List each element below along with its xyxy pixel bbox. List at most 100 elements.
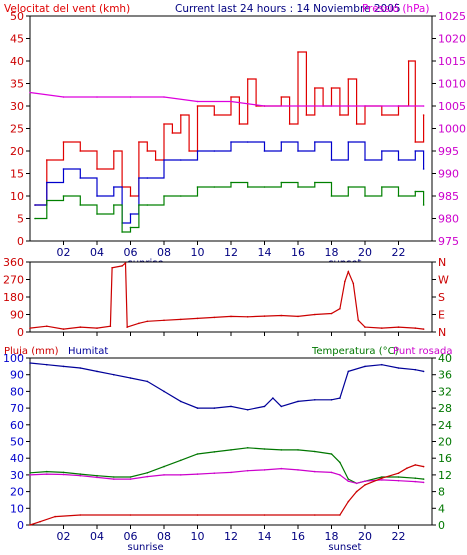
data-point-speed bbox=[96, 168, 98, 170]
data-point-dewpoint bbox=[330, 471, 333, 474]
x-tick-label: 20 bbox=[358, 246, 372, 259]
dewpoint-label: Punt rosada bbox=[393, 346, 452, 357]
data-point-humidity bbox=[230, 405, 232, 408]
data-point-speed bbox=[188, 150, 190, 152]
data-point-humidity bbox=[146, 380, 149, 383]
data-point-low bbox=[280, 181, 283, 184]
data-point-speed bbox=[339, 114, 341, 116]
data-point-dewpoint bbox=[339, 474, 341, 476]
y-tick-label-left: 100 bbox=[3, 352, 24, 365]
data-point-direction bbox=[196, 317, 199, 320]
data-point-rain bbox=[406, 467, 408, 470]
x-tick-label: 04 bbox=[90, 530, 104, 543]
data-point-speed bbox=[154, 159, 157, 161]
data-point-pressure bbox=[364, 105, 366, 107]
x-tick-label: 06 bbox=[124, 246, 138, 259]
data-point-speed bbox=[113, 150, 115, 152]
data-point-speed bbox=[288, 123, 291, 125]
data-point-gust_avg bbox=[397, 159, 400, 161]
data-point-temperature bbox=[230, 449, 232, 451]
data-point-rain bbox=[263, 514, 266, 516]
data-point-speed bbox=[180, 114, 182, 116]
data-point-dewpoint bbox=[230, 471, 232, 474]
data-point-direction bbox=[357, 319, 360, 322]
y-tick-label-left: 80 bbox=[10, 385, 24, 398]
data-point-speed bbox=[355, 123, 358, 125]
data-point-gust_avg bbox=[213, 150, 216, 152]
data-point-dewpoint bbox=[96, 476, 98, 479]
y-tick-label-left: 20 bbox=[10, 145, 24, 158]
data-point-direction bbox=[79, 326, 82, 328]
x-tick-label: 10 bbox=[191, 530, 205, 543]
y-tick-label-right: S bbox=[438, 291, 445, 304]
data-point-temperature bbox=[280, 449, 283, 451]
y-tick-label-left: 40 bbox=[10, 452, 24, 465]
y-tick-label-right: N bbox=[438, 326, 446, 339]
data-point-humidity bbox=[314, 399, 316, 401]
y-tick-label-right: 40 bbox=[438, 352, 452, 365]
data-point-rain bbox=[422, 465, 425, 468]
data-point-low bbox=[129, 226, 132, 229]
data-point-direction bbox=[29, 327, 31, 329]
y-tick-label-right: 20 bbox=[438, 436, 452, 449]
data-point-low bbox=[96, 213, 98, 215]
data-point-speed bbox=[381, 114, 383, 116]
y-tick-label-right: 980 bbox=[438, 213, 459, 226]
data-point-temperature bbox=[347, 478, 350, 480]
data-point-dewpoint bbox=[29, 474, 31, 476]
data-point-speed bbox=[280, 96, 283, 98]
y-tick-label-left: 270 bbox=[3, 274, 24, 287]
plot-frame bbox=[29, 15, 433, 242]
x-tick-label: 06 bbox=[124, 530, 138, 543]
y-tick-label-right: 985 bbox=[438, 190, 459, 203]
data-point-gust_avg bbox=[347, 141, 350, 143]
data-point-rain bbox=[196, 514, 199, 516]
data-point-direction bbox=[62, 328, 65, 330]
data-point-humidity bbox=[113, 373, 115, 376]
data-point-gust_avg bbox=[381, 150, 383, 152]
y-tick-label-right: 8 bbox=[438, 486, 445, 499]
y-tick-label-left: 25 bbox=[10, 123, 24, 136]
data-point-low bbox=[414, 190, 417, 193]
y-tick-label-right: 1000 bbox=[438, 123, 466, 136]
y-tick-label-right: 1010 bbox=[438, 78, 466, 91]
data-point-gust_avg bbox=[180, 159, 182, 161]
data-point-low bbox=[397, 195, 400, 197]
y-tick-label-right: 36 bbox=[438, 369, 452, 382]
data-point-dewpoint bbox=[246, 469, 249, 472]
data-point-speed bbox=[79, 150, 82, 152]
y-tick-label-left: 0 bbox=[17, 519, 24, 532]
data-point-speed bbox=[407, 60, 410, 62]
data-point-speed bbox=[330, 87, 333, 89]
data-point-direction bbox=[109, 325, 112, 328]
data-point-gust_avg bbox=[34, 204, 36, 206]
data-point-dewpoint bbox=[280, 467, 283, 470]
data-point-direction bbox=[339, 307, 341, 310]
data-point-pressure bbox=[163, 96, 165, 98]
data-point-temperature bbox=[297, 449, 299, 451]
data-point-humidity bbox=[339, 397, 341, 399]
data-point-speed bbox=[297, 51, 299, 53]
data-point-speed bbox=[414, 141, 417, 143]
y-tick-label-right: 1015 bbox=[438, 55, 466, 68]
y-tick-label-left: 90 bbox=[10, 369, 24, 382]
data-point-temperature bbox=[339, 461, 341, 464]
y-tick-label-left: 10 bbox=[10, 502, 24, 515]
data-point-low bbox=[46, 199, 48, 202]
y-tick-label-left: 5 bbox=[17, 213, 24, 226]
data-point-gust_avg bbox=[146, 177, 149, 179]
data-point-rain bbox=[79, 514, 82, 516]
data-point-gust_avg bbox=[230, 141, 232, 143]
data-point-humidity bbox=[414, 368, 417, 371]
data-point-rain bbox=[414, 464, 417, 466]
data-point-rain bbox=[54, 515, 56, 518]
x-tick-label: 14 bbox=[258, 530, 272, 543]
plot-frame bbox=[29, 357, 433, 526]
data-point-dewpoint bbox=[129, 478, 132, 480]
y-tick-label-left: 60 bbox=[10, 419, 24, 432]
data-point-humidity bbox=[213, 407, 216, 409]
data-point-low bbox=[180, 195, 182, 197]
data-point-pressure bbox=[297, 105, 299, 107]
data-point-humidity bbox=[280, 405, 283, 408]
